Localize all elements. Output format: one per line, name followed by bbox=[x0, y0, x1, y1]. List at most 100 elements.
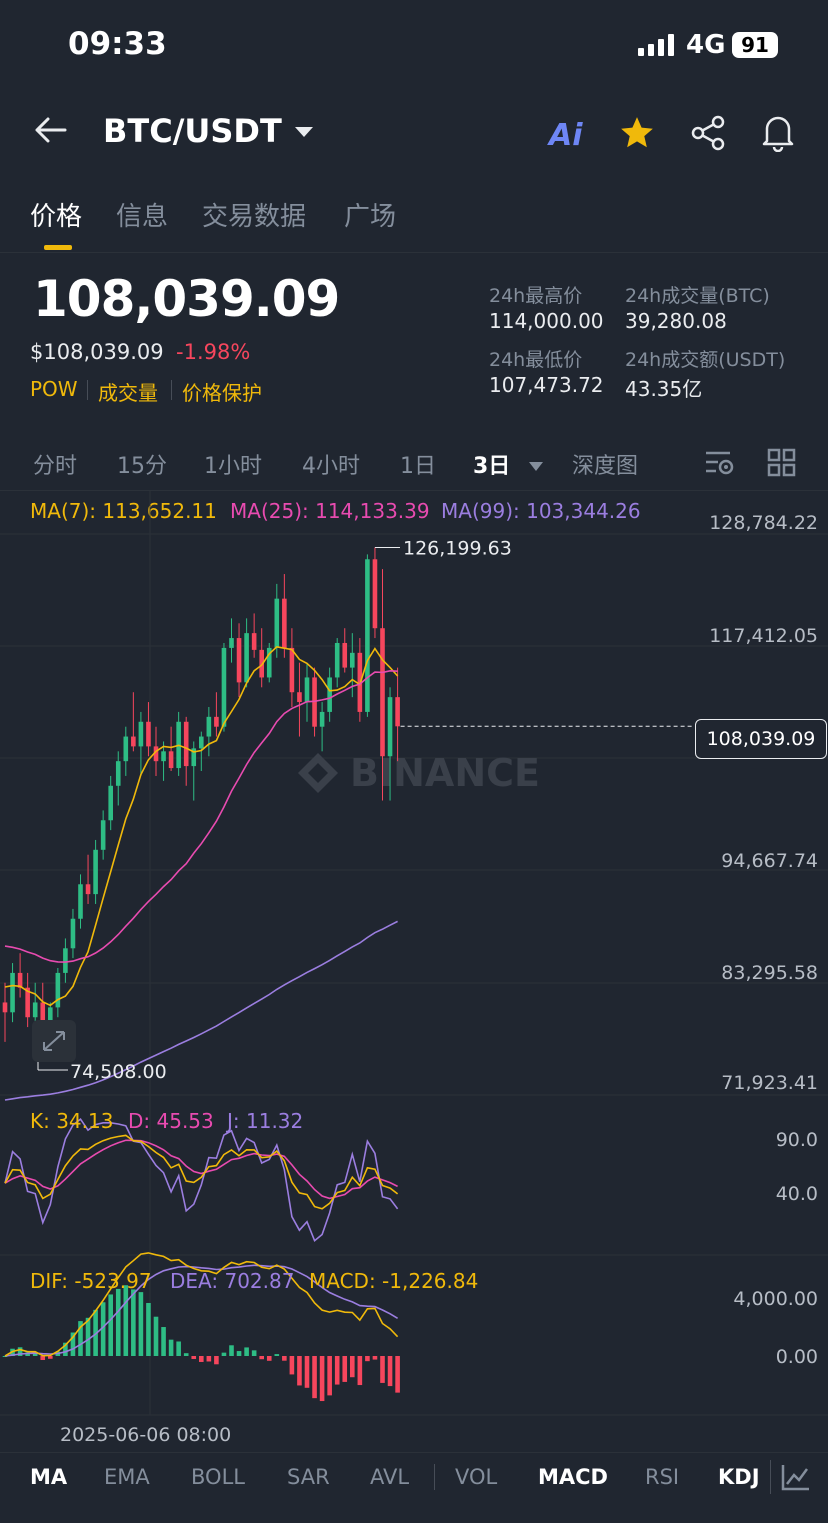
candle bbox=[161, 751, 166, 762]
interval-time-share[interactable]: 分时 bbox=[33, 454, 78, 479]
tab-trading-data[interactable]: 交易数据 bbox=[202, 202, 307, 232]
stat-high-value: 114,000.00 bbox=[489, 309, 604, 333]
star-icon[interactable] bbox=[618, 114, 656, 156]
ma-lines bbox=[4, 645, 399, 1101]
macd-bar bbox=[40, 1356, 46, 1361]
tag-pow[interactable]: POW bbox=[30, 377, 78, 401]
tag-separator bbox=[87, 380, 88, 400]
tab-price[interactable]: 价格 bbox=[30, 202, 83, 232]
stat-vol-btc-label: 24h成交量(BTC) bbox=[625, 285, 770, 307]
macd-bar bbox=[32, 1353, 38, 1356]
kdj-k: K: 34.13 bbox=[30, 1109, 114, 1133]
candle bbox=[40, 1002, 46, 1037]
macd-bar bbox=[138, 1292, 144, 1356]
ma99-legend: MA(99): 103,344.26 bbox=[441, 499, 641, 523]
indicator-kdj[interactable]: KDJ bbox=[718, 1465, 760, 1489]
back-icon[interactable] bbox=[33, 112, 69, 148]
macd-bar bbox=[387, 1356, 393, 1387]
macd-dif-line bbox=[4, 1252, 399, 1357]
stat-vol-btc-value: 39,280.08 bbox=[625, 309, 727, 333]
macd-bar bbox=[131, 1289, 136, 1356]
macd-bar bbox=[304, 1356, 310, 1388]
macd-value: MACD: -1,226.84 bbox=[309, 1269, 479, 1293]
signal-icon bbox=[638, 34, 676, 56]
candle bbox=[266, 647, 272, 678]
kline-chart[interactable]: BINANCE 126,199.63 74,508.00 bbox=[0, 490, 828, 1450]
macd-bar bbox=[259, 1356, 264, 1360]
grid-layout-icon[interactable] bbox=[767, 448, 797, 482]
candle bbox=[93, 849, 98, 895]
low-marker-label: 74,508.00 bbox=[70, 1061, 167, 1083]
candle bbox=[168, 751, 174, 769]
share-icon[interactable] bbox=[689, 114, 727, 156]
macd-bar bbox=[199, 1356, 204, 1362]
chart-settings-icon[interactable] bbox=[704, 448, 736, 482]
date-label: 2025-06-06 08:00 bbox=[60, 1424, 232, 1446]
candle bbox=[199, 736, 204, 749]
macd-bar bbox=[372, 1356, 378, 1360]
macd-bar bbox=[85, 1317, 91, 1356]
interval-1d[interactable]: 1日 bbox=[400, 454, 436, 479]
indicator-chart-icon[interactable] bbox=[780, 1462, 812, 1496]
stat-low-label: 24h最低价 bbox=[489, 349, 583, 371]
indicator-ema[interactable]: EMA bbox=[104, 1465, 150, 1489]
kdj-axis-mid: 40.0 bbox=[775, 1183, 818, 1205]
candle bbox=[380, 628, 385, 757]
candle bbox=[221, 647, 227, 727]
tag-volume[interactable]: 成交量 bbox=[98, 381, 158, 405]
indicator-rsi[interactable]: RSI bbox=[645, 1465, 680, 1489]
last-price: 108,039.09 bbox=[33, 270, 340, 328]
macd-bar bbox=[48, 1356, 53, 1359]
indicator-boll[interactable]: BOLL bbox=[191, 1465, 245, 1489]
macd-dea-line bbox=[4, 1264, 399, 1357]
interval-depth[interactable]: 深度图 bbox=[572, 454, 639, 479]
macd-bar bbox=[214, 1356, 219, 1365]
chevron-down-icon[interactable] bbox=[294, 124, 314, 143]
annotations: 126,199.63 74,508.00 bbox=[37, 537, 693, 1083]
indicator-macd[interactable]: MACD bbox=[538, 1465, 608, 1489]
pair-selector[interactable]: BTC/USDT bbox=[103, 112, 282, 150]
macd-bar bbox=[365, 1356, 370, 1362]
status-time: 09:33 bbox=[68, 26, 167, 62]
kdj-lines bbox=[4, 1117, 399, 1243]
axis-label: 128,784.22 bbox=[709, 512, 818, 534]
tab-indicator bbox=[44, 245, 72, 250]
interval-1h[interactable]: 1小时 bbox=[204, 454, 262, 479]
tab-info[interactable]: 信息 bbox=[116, 202, 169, 232]
battery-icon: 91 bbox=[732, 32, 778, 58]
candle bbox=[17, 972, 23, 988]
tag-price-protection[interactable]: 价格保护 bbox=[182, 381, 262, 405]
candle bbox=[365, 559, 370, 712]
candle bbox=[146, 721, 151, 747]
candle bbox=[236, 638, 242, 683]
candle bbox=[153, 746, 159, 762]
indicator-sar[interactable]: SAR bbox=[287, 1465, 330, 1489]
macd-bar bbox=[115, 1288, 121, 1356]
tab-square[interactable]: 广场 bbox=[344, 202, 397, 232]
candle bbox=[25, 987, 30, 1018]
macd-axis-top: 4,000.00 bbox=[733, 1288, 818, 1310]
candle bbox=[123, 736, 129, 762]
candle bbox=[32, 1002, 38, 1018]
last-price-label: 108,039.09 bbox=[695, 719, 827, 759]
axis-label: 117,412.05 bbox=[709, 625, 818, 647]
expand-icon[interactable] bbox=[32, 1020, 76, 1062]
interval-3d[interactable]: 3日 bbox=[473, 454, 511, 479]
macd-bar bbox=[244, 1347, 249, 1356]
candle bbox=[372, 559, 378, 629]
macd-bar bbox=[395, 1356, 400, 1393]
interval-15m[interactable]: 15分 bbox=[117, 454, 167, 479]
kdj-j-line bbox=[4, 1117, 399, 1243]
candle bbox=[274, 598, 280, 648]
bell-icon[interactable] bbox=[759, 112, 797, 156]
axis-label: 94,667.74 bbox=[721, 850, 818, 872]
indicator-vol[interactable]: VOL bbox=[455, 1465, 498, 1489]
macd-bar bbox=[206, 1356, 212, 1362]
interval-4h[interactable]: 4小时 bbox=[302, 454, 360, 479]
indicator-avl[interactable]: AVL bbox=[370, 1465, 410, 1489]
chevron-down-icon[interactable] bbox=[528, 457, 544, 476]
macd-bar bbox=[380, 1356, 385, 1383]
indicator-ma[interactable]: MA bbox=[30, 1465, 68, 1489]
macd-bar bbox=[334, 1356, 340, 1385]
ai-icon[interactable]: Ai bbox=[549, 118, 583, 153]
